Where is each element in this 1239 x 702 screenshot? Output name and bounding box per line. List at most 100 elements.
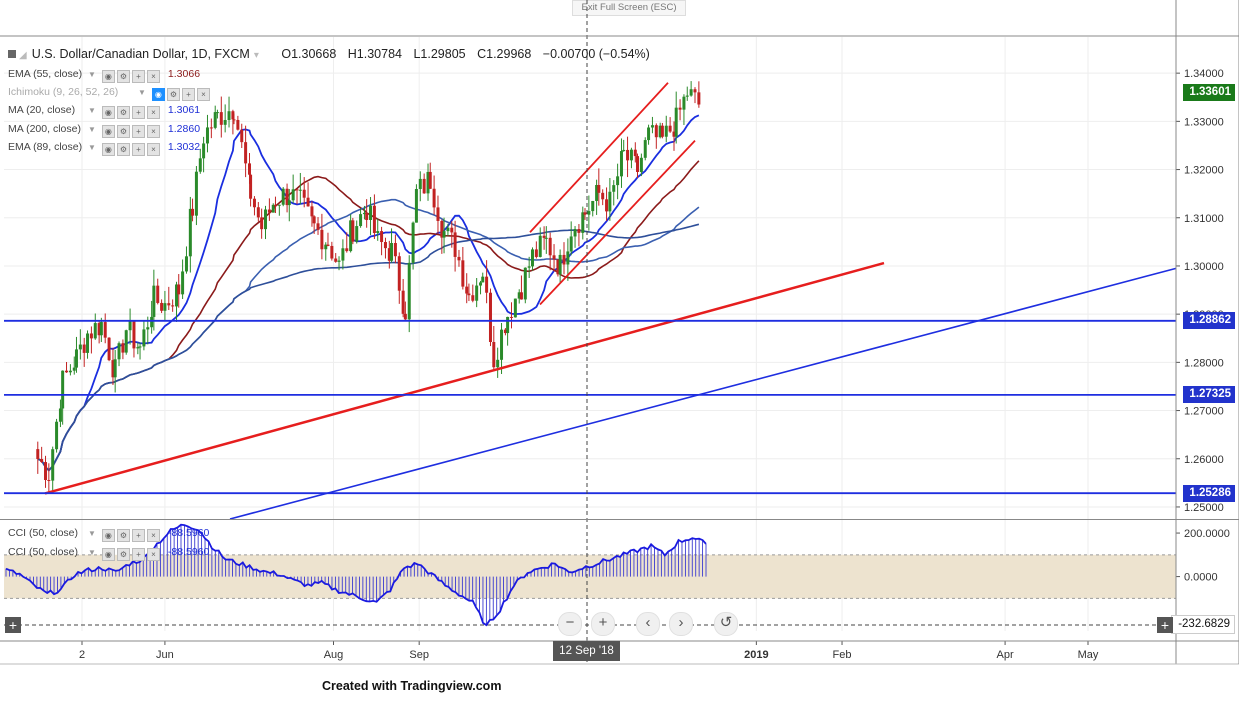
add-icon[interactable]: + xyxy=(131,106,145,119)
cci-histogram xyxy=(5,524,707,626)
eye-icon[interactable]: ◉ xyxy=(101,70,115,83)
settings-icon[interactable]: ⚙ xyxy=(166,88,180,101)
eye-icon[interactable]: ◉ xyxy=(101,548,115,561)
indicator-row-ema55[interactable]: EMA (55, close) ▼ ◉ ⚙ + × 1.3066 xyxy=(8,67,200,83)
time-tick-label: Jun xyxy=(156,649,174,661)
candle-body xyxy=(191,208,195,216)
crosshair-plus-left-icon[interactable]: + xyxy=(5,617,21,633)
horizontal-levels xyxy=(4,0,1176,664)
exit-fullscreen-button[interactable]: Exit Full Screen (ESC) xyxy=(572,0,686,16)
candle-body xyxy=(65,370,69,373)
indicator-caret-icon[interactable]: ▼ xyxy=(88,106,96,115)
price-tick-label: 1.26000 xyxy=(1184,454,1224,466)
candle-body xyxy=(287,200,291,206)
candle-body xyxy=(249,174,253,199)
candle-body xyxy=(481,276,485,283)
close-icon[interactable]: × xyxy=(146,143,160,156)
settings-icon[interactable]: ⚙ xyxy=(116,529,130,542)
time-tick-label: Feb xyxy=(833,649,852,661)
close-icon[interactable]: × xyxy=(146,106,160,119)
candle-body xyxy=(365,212,369,220)
cci-caret-icon[interactable]: ▼ xyxy=(88,529,96,538)
indicator-row-ema89[interactable]: EMA (89, close) ▼ ◉ ⚙ + × 1.3032 xyxy=(8,140,200,156)
level-price-tag: 1.25286 xyxy=(1183,484,1235,502)
close-icon[interactable]: × xyxy=(146,125,160,138)
eye-icon[interactable]: ◉ xyxy=(101,529,115,542)
settings-icon[interactable]: ⚙ xyxy=(116,106,130,119)
candle-body xyxy=(664,125,668,137)
cci-caret-icon[interactable]: ▼ xyxy=(88,548,96,557)
candle-body xyxy=(227,111,231,121)
zoom-out-button[interactable]: − xyxy=(558,612,582,636)
candle-body xyxy=(542,235,546,238)
candle-body xyxy=(264,209,268,230)
time-tick-label: Apr xyxy=(997,649,1014,661)
settings-icon[interactable]: ⚙ xyxy=(116,125,130,138)
candle-body xyxy=(213,112,217,128)
indicator-row-ma20[interactable]: MA (20, close) ▼ ◉ ⚙ + × 1.3061 xyxy=(8,103,201,119)
candle-body xyxy=(426,171,430,194)
close-icon[interactable]: × xyxy=(146,548,160,561)
candle-body xyxy=(556,259,560,275)
candle-body xyxy=(492,342,496,368)
indicator-row-ichimoku[interactable]: Ichimoku (9, 26, 52, 26) ▼ ◉ ⚙ + × xyxy=(8,85,212,101)
candle-body xyxy=(124,330,128,353)
candle-body xyxy=(302,189,306,198)
symbol-caret-icon[interactable]: ▾ xyxy=(253,50,259,61)
candle-body xyxy=(177,284,181,295)
settings-icon[interactable]: ⚙ xyxy=(116,143,130,156)
add-icon[interactable]: + xyxy=(131,529,145,542)
add-icon[interactable]: + xyxy=(131,143,145,156)
settings-icon[interactable]: ⚙ xyxy=(116,70,130,83)
indicator-name: EMA (55, close) xyxy=(8,68,83,80)
candle-body xyxy=(51,449,55,481)
indicator-caret-icon[interactable]: ▼ xyxy=(138,88,146,97)
close-icon[interactable]: × xyxy=(146,529,160,542)
collapse-icon[interactable]: ◢ xyxy=(19,50,27,61)
time-tick-label: May xyxy=(1078,649,1099,661)
candle-body xyxy=(672,131,676,137)
crosshair-plus-right-icon[interactable]: + xyxy=(1157,617,1173,633)
eye-icon[interactable]: ◉ xyxy=(101,106,115,119)
eye-icon[interactable]: ◉ xyxy=(101,143,115,156)
indicator-name: EMA (89, close) xyxy=(8,141,83,153)
indicator-caret-icon[interactable]: ▼ xyxy=(88,143,96,152)
candle-body xyxy=(485,276,489,293)
candle-body xyxy=(418,178,422,190)
zoom-in-button[interactable]: + xyxy=(591,612,615,636)
eye-icon[interactable]: ◉ xyxy=(101,125,115,138)
indicator-value: 1.3061 xyxy=(167,104,201,116)
candle-body xyxy=(202,143,206,159)
add-icon[interactable]: + xyxy=(181,88,195,101)
candle-body xyxy=(697,92,701,105)
scroll-left-button[interactable]: ‹ xyxy=(636,612,660,636)
candle-body xyxy=(446,227,450,232)
add-icon[interactable]: + xyxy=(131,70,145,83)
cci-tick-label: 200.0000 xyxy=(1184,528,1230,540)
indicator-name: Ichimoku (9, 26, 52, 26) xyxy=(8,86,119,98)
add-icon[interactable]: + xyxy=(131,548,145,561)
cci-row-1[interactable]: CCI (50, close) ▼ ◉ ⚙ + × -88.5960 xyxy=(8,526,209,542)
candle-body xyxy=(658,125,662,138)
candle-body xyxy=(111,360,115,378)
candle-body xyxy=(136,347,140,349)
eye-icon[interactable]: ◉ xyxy=(151,88,165,101)
reset-chart-button[interactable]: ↺ xyxy=(714,612,738,636)
indicator-caret-icon[interactable]: ▼ xyxy=(88,125,96,134)
add-icon[interactable]: + xyxy=(131,125,145,138)
close-icon[interactable]: × xyxy=(196,88,210,101)
indicator-row-ma200[interactable]: MA (200, close) ▼ ◉ ⚙ + × 1.2860 xyxy=(8,122,200,138)
candle-body xyxy=(369,205,373,220)
scroll-right-button[interactable]: › xyxy=(669,612,693,636)
candle-body xyxy=(597,184,601,193)
indicator-caret-icon[interactable]: ▼ xyxy=(88,70,96,79)
ohlc-high: H1.30784 xyxy=(347,47,402,61)
price-tick-label: 1.32000 xyxy=(1184,165,1224,177)
candle-body xyxy=(678,107,682,110)
close-icon[interactable]: × xyxy=(146,70,160,83)
settings-icon[interactable]: ⚙ xyxy=(116,548,130,561)
cci-row-2[interactable]: CCI (50, close) ▼ ◉ ⚙ + × -88.5960 xyxy=(8,545,209,561)
candle-body xyxy=(324,244,328,250)
ohlc-change: −0.00700 (−0.54%) xyxy=(542,47,650,61)
